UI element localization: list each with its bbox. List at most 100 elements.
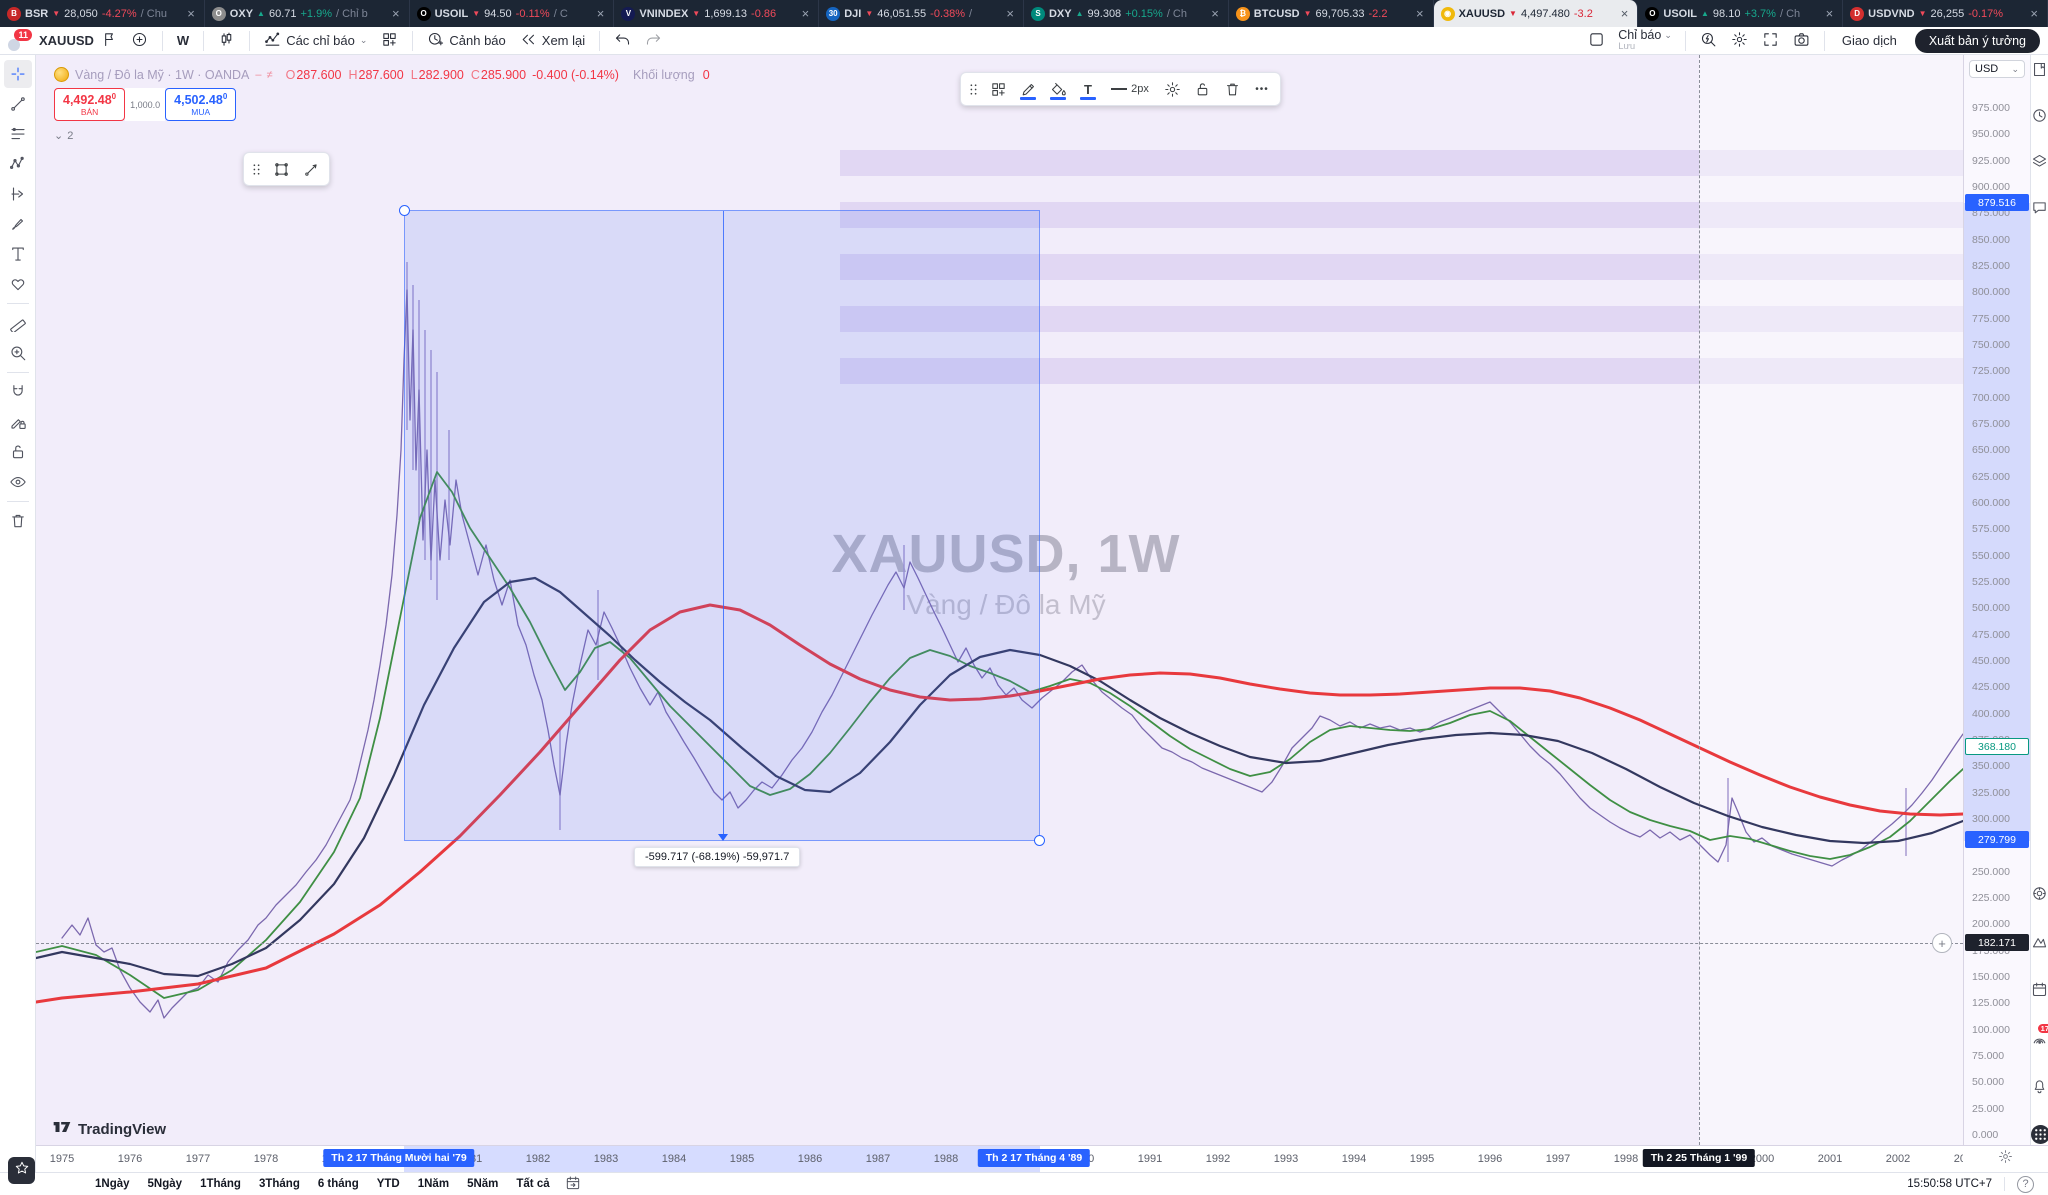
trade-button[interactable]: Giao dịch (1841, 33, 1897, 48)
notifications-badge[interactable]: 11 (8, 28, 32, 51)
tab-close-icon[interactable]: × (1211, 6, 1219, 21)
indicators-button[interactable]: Các chỉ báo ⌄ (257, 29, 374, 53)
lock-drawing-button[interactable] (1188, 75, 1216, 103)
axis-settings[interactable] (1963, 1145, 2048, 1172)
alert-button[interactable]: Cảnh báo (420, 29, 512, 53)
alerts-icon[interactable] (2031, 107, 2048, 129)
xabcd-pattern-tool[interactable] (4, 150, 32, 178)
range-button-1tháng[interactable]: 1Tháng (200, 1178, 241, 1190)
drag-handle[interactable] (248, 155, 265, 183)
zoom-in-tool[interactable] (4, 339, 32, 367)
replay-button[interactable]: Xem lại (513, 29, 592, 53)
tab-close-icon[interactable]: × (2030, 6, 2038, 21)
help-button[interactable]: ? (2017, 1175, 2034, 1193)
redo-button[interactable] (638, 29, 669, 53)
tab-close-icon[interactable]: × (187, 6, 195, 21)
selection-handle-bottomright[interactable] (1034, 835, 1045, 846)
go-to-date-button[interactable] (565, 1175, 581, 1194)
range-button-ytd[interactable]: YTD (376, 1178, 400, 1190)
favorites-star-button[interactable] (8, 1157, 35, 1184)
trend-line-tool[interactable] (4, 90, 32, 118)
symbol-search-button[interactable]: XAUUSD (32, 29, 124, 53)
selection-handle-topleft[interactable] (399, 205, 410, 216)
projection-tool[interactable] (4, 180, 32, 208)
legend-quick-icons[interactable]: – ≠ (255, 68, 274, 81)
magnet-tool[interactable] (4, 378, 32, 406)
layout-menu[interactable]: Chỉ báo ⌄ Lưu (1618, 27, 1672, 52)
arrow-tool-icon[interactable] (297, 155, 325, 183)
range-button-6-tháng[interactable]: 6 tháng (317, 1178, 359, 1190)
tab-close-icon[interactable]: × (1006, 6, 1014, 21)
publish-idea-button[interactable]: Xuất bản ý tưởng (1914, 28, 2040, 53)
date-range-selection[interactable] (399, 205, 1045, 846)
horizontal-line-tool[interactable] (4, 120, 32, 148)
fill-color-button[interactable] (1044, 75, 1072, 103)
scores-icon[interactable] (2031, 885, 2048, 907)
chart-area[interactable]: XAUUSD, 1W Vàng / Đô la Mỹ -599.717 (-68… (36, 55, 1963, 1145)
tradingview-logo[interactable]: TradingView (52, 1117, 166, 1142)
hide-drawings-tool[interactable] (4, 468, 32, 496)
stay-in-drawing-mode-tool[interactable] (4, 408, 32, 436)
browser-tab-oxy[interactable]: O OXY ▲ 60.71 +1.9% / Chỉ b × (205, 0, 410, 27)
interval-button[interactable]: W (176, 33, 190, 48)
drawing-settings-button[interactable] (1158, 75, 1186, 103)
chat-icon[interactable] (2031, 199, 2048, 221)
range-button-tất-cả[interactable]: Tất cả (516, 1178, 550, 1190)
tab-close-icon[interactable]: × (1620, 6, 1629, 21)
browser-tab-xauusd[interactable]: ◉ XAUUSD ▼ 4,497.480 -3.2 × (1433, 0, 1639, 27)
price-scale[interactable]: 975.000 950.000 925.000 900.000 875.000 850.0… (1963, 55, 2030, 1145)
range-button-5ngày[interactable]: 5Ngày (147, 1178, 183, 1190)
clock[interactable]: 15:50:58 UTC+7 (1907, 1178, 1992, 1190)
delete-drawing-button[interactable] (1218, 75, 1246, 103)
tab-close-icon[interactable]: × (1415, 6, 1424, 21)
buy-button[interactable]: 4,502.480 MUA (165, 88, 237, 122)
object-tree-icon[interactable] (2031, 153, 2048, 175)
tab-close-icon[interactable]: × (596, 6, 605, 21)
rectangle-tool-icon[interactable] (267, 155, 295, 183)
range-button-1năm[interactable]: 1Năm (417, 1178, 450, 1190)
tab-close-icon[interactable]: × (1825, 6, 1834, 21)
pencil-style-button[interactable] (1014, 75, 1042, 103)
apps-grid-icon[interactable] (2031, 1125, 2048, 1144)
text-color-button[interactable]: T (1074, 75, 1102, 103)
brush-tool[interactable] (4, 210, 32, 238)
range-button-5năm[interactable]: 5Năm (467, 1178, 499, 1190)
fullscreen-button[interactable] (1755, 29, 1786, 53)
undo-button[interactable] (607, 29, 638, 53)
line-width-button[interactable]: 2px (1104, 75, 1156, 103)
currency-dropdown[interactable]: USD ⌄ (1969, 60, 2025, 78)
emoji-tool[interactable] (4, 270, 32, 298)
browser-tab-usoil[interactable]: O USOIL ▼ 94.50 -0.11% / C × (410, 0, 615, 27)
add-alert-plus-button[interactable]: + (1932, 933, 1952, 953)
time-axis[interactable]: 1975197619771978197919801981198219831984… (36, 1145, 1963, 1172)
remove-drawings-tool[interactable] (4, 507, 32, 535)
browser-tab-vnindex[interactable]: V VNINDEX ▼ 1,699.13 -0.86 × (614, 0, 820, 27)
browser-tab-dxy[interactable]: S DXY ▲ 99.308 +0.15% / Ch × (1024, 0, 1229, 27)
save-checkbox[interactable] (1581, 29, 1612, 53)
measure-tool[interactable] (4, 309, 32, 337)
snapshot-button[interactable] (1786, 29, 1817, 53)
compare-button[interactable] (124, 29, 155, 53)
quick-search-button[interactable] (1693, 29, 1724, 53)
flag-icon[interactable] (100, 31, 117, 51)
lock-all-drawings-tool[interactable] (4, 438, 32, 466)
settings-button[interactable] (1724, 29, 1755, 53)
range-button-1ngày[interactable]: 1Ngày (95, 1178, 130, 1190)
collapse-indicators-button[interactable]: ⌄ 2 (54, 129, 74, 143)
ideas-icon[interactable] (2031, 933, 2048, 955)
drag-handle[interactable] (965, 75, 982, 103)
browser-tab-usdvnd[interactable]: D USDVND ▼ 26,255 -0.17% × (1843, 0, 2048, 27)
tab-close-icon[interactable]: × (392, 6, 400, 21)
chart-style-button[interactable] (211, 29, 242, 53)
browser-tab-bsr[interactable]: B BSR ▼ 28,050 -4.27% / Chu × (0, 0, 205, 27)
notifications-icon[interactable] (2031, 1077, 2048, 1099)
browser-tab-dji[interactable]: 30 DJI ▼ 46,051.55 -0.38% / × (819, 0, 1024, 27)
watchlist-icon[interactable] (2031, 61, 2048, 83)
browser-tab-btcusd[interactable]: ₿ BTCUSD ▼ 69,705.33 -2.2 × (1229, 0, 1434, 27)
calendar-icon[interactable] (2031, 981, 2048, 1003)
style-template-button[interactable] (984, 75, 1012, 103)
browser-tab-usoil[interactable]: O USOIL ▲ 98.10 +3.7% / Ch × (1638, 0, 1844, 27)
sell-button[interactable]: 4,492.480 BÁN (54, 88, 126, 122)
crosshair-tool[interactable] (3, 60, 32, 88)
streams-icon[interactable]: 17 (2031, 1024, 2048, 1051)
